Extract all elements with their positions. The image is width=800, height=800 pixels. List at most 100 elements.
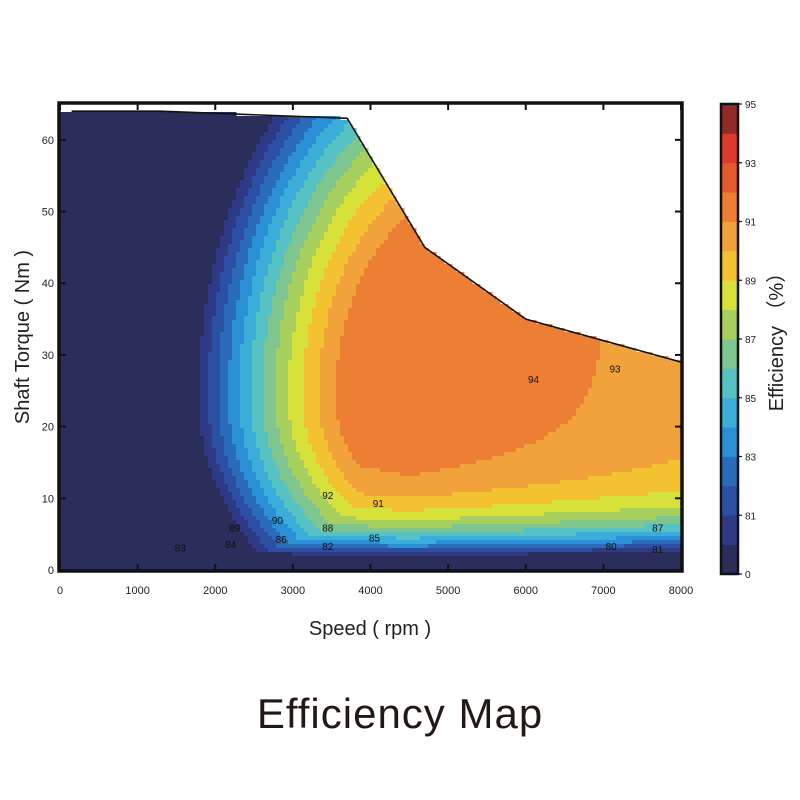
contour-fill-cell: [64, 328, 69, 333]
contour-fill-cell: [184, 144, 189, 149]
contour-fill-cell: [112, 284, 117, 289]
contour-fill-cell: [200, 480, 205, 485]
contour-fill-cell: [72, 476, 77, 481]
contour-fill-cell: [80, 152, 85, 157]
contour-fill-cell: [172, 272, 177, 277]
contour-fill-cell: [164, 212, 169, 217]
contour-fill-cell: [128, 364, 133, 369]
contour-fill-cell: [216, 232, 221, 237]
contour-fill-cell: [112, 404, 117, 409]
contour-fill-cell: [200, 344, 205, 349]
contour-fill-cell: [156, 356, 161, 361]
contour-fill-cell: [228, 176, 233, 181]
contour-fill-cell: [216, 160, 221, 165]
contour-fill-cell: [88, 292, 93, 297]
contour-fill-cell: [224, 456, 229, 461]
contour-fill-cell: [196, 532, 201, 537]
contour-fill-cell: [152, 148, 157, 153]
contour-fill-cell: [208, 416, 213, 421]
contour-fill-cell: [232, 316, 237, 321]
contour-fill-cell: [208, 348, 213, 353]
contour-fill-cell: [112, 328, 117, 333]
contour-fill-cell: [152, 540, 157, 545]
contour-fill-cell: [68, 120, 73, 125]
contour-fill-cell: [108, 544, 113, 549]
contour-fill-cell: [220, 144, 225, 149]
contour-fill-cell: [192, 244, 197, 249]
contour-fill-cell: [136, 452, 141, 457]
contour-fill-cell: [80, 216, 85, 221]
contour-fill-cell: [220, 544, 225, 549]
contour-fill-cell: [184, 164, 189, 169]
contour-fill-cell: [80, 376, 85, 381]
contour-fill-cell: [216, 288, 221, 293]
contour-fill-cell: [164, 280, 169, 285]
contour-fill-cell: [144, 192, 149, 197]
contour-fill-cell: [208, 208, 213, 213]
contour-fill-cell: [72, 336, 77, 341]
contour-fill-cell: [212, 528, 217, 533]
contour-fill-cell: [84, 428, 89, 433]
contour-fill-cell: [212, 464, 217, 469]
contour-fill-cell: [116, 472, 121, 477]
contour-fill-cell: [112, 324, 117, 329]
contour-fill-cell: [208, 408, 213, 413]
contour-fill-cell: [112, 568, 117, 570]
contour-fill-cell: [156, 116, 161, 121]
contour-fill-cell: [104, 248, 109, 253]
contour-fill-cell: [176, 488, 181, 493]
contour-fill-cell: [92, 348, 97, 353]
contour-fill-cell: [80, 188, 85, 193]
contour-fill-cell: [220, 508, 225, 513]
contour-fill-cell: [176, 404, 181, 409]
contour-fill-cell: [208, 252, 213, 257]
contour-fill-cell: [188, 244, 193, 249]
contour-fill-cell: [188, 424, 193, 429]
contour-fill-cell: [120, 536, 125, 541]
contour-fill-cell: [172, 476, 177, 481]
contour-fill-cell: [164, 384, 169, 389]
contour-fill-cell: [112, 296, 117, 301]
contour-fill-cell: [140, 132, 145, 137]
contour-fill-cell: [96, 360, 101, 365]
contour-fill-cell: [192, 504, 197, 509]
contour-fill-cell: [100, 412, 105, 417]
contour-fill-cell: [168, 304, 173, 309]
contour-fill-cell: [60, 332, 65, 337]
contour-fill-cell: [192, 400, 197, 405]
contour-fill-cell: [104, 124, 109, 129]
contour-fill-cell: [100, 228, 105, 233]
contour-fill-cell: [108, 524, 113, 529]
contour-fill-cell: [220, 444, 225, 449]
contour-fill-cell: [200, 380, 205, 385]
contour-fill-cell: [116, 560, 121, 565]
contour-fill-cell: [72, 368, 77, 373]
contour-fill-cell: [128, 404, 133, 409]
contour-fill-cell: [88, 324, 93, 329]
contour-fill-cell: [84, 480, 89, 485]
contour-fill-cell: [116, 372, 121, 377]
contour-fill-cell: [208, 152, 213, 157]
contour-fill-cell: [188, 300, 193, 305]
contour-fill-cell: [180, 288, 185, 293]
contour-fill-cell: [116, 152, 121, 157]
contour-fill-cell: [104, 288, 109, 293]
contour-fill-cell: [180, 412, 185, 417]
contour-fill-cell: [232, 200, 237, 205]
contour-fill-cell: [64, 344, 69, 349]
contour-fill-cell: [188, 336, 193, 341]
contour-fill-cell: [124, 380, 129, 385]
contour-fill-cell: [188, 180, 193, 185]
contour-fill-cell: [124, 316, 129, 321]
contour-fill-cell: [120, 212, 125, 217]
contour-fill-cell: [100, 472, 105, 477]
contour-fill-cell: [104, 524, 109, 529]
contour-fill-cell: [148, 112, 153, 117]
contour-fill-cell: [196, 148, 201, 153]
contour-fill-cell: [228, 216, 233, 221]
contour-fill-cell: [220, 340, 225, 345]
contour-fill-cell: [156, 212, 161, 217]
contour-fill-cell: [156, 396, 161, 401]
contour-fill-cell: [120, 272, 125, 277]
contour-fill-cell: [116, 124, 121, 129]
